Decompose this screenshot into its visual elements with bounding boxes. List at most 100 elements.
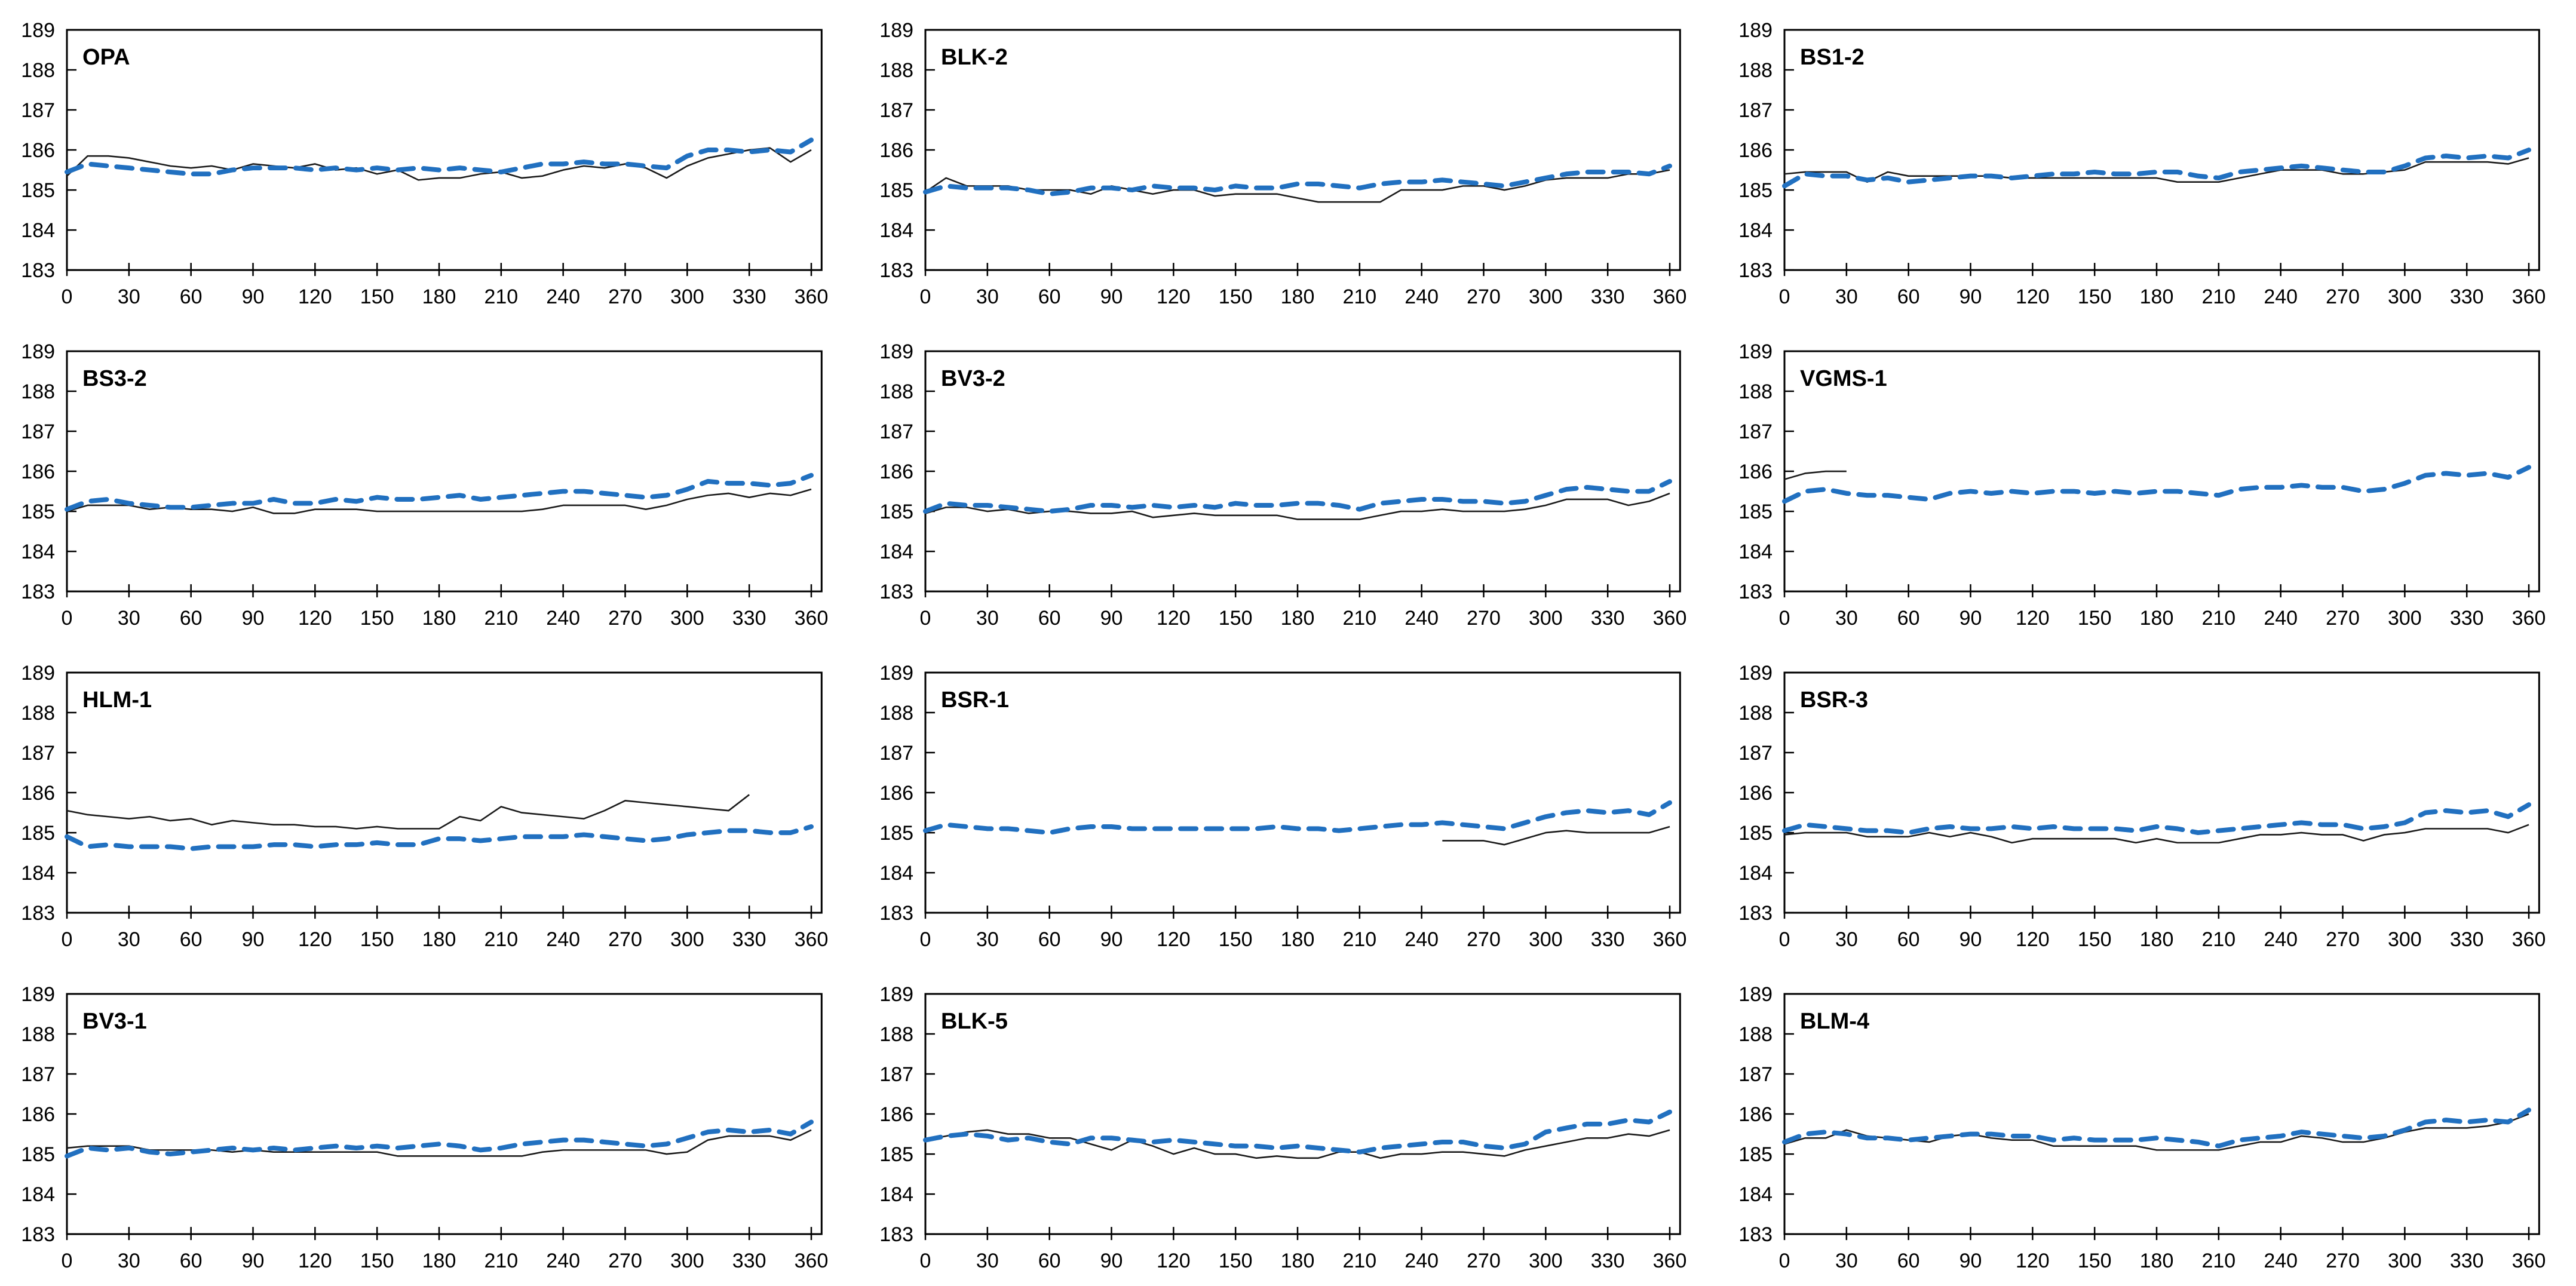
x-tick-label: 240 [2264,286,2298,308]
series-dashed-line [65,824,814,852]
x-tick-label: 360 [2511,1250,2546,1272]
x-tick-label: 120 [298,607,332,630]
x-tick-label: 240 [546,1250,580,1272]
chart-panel-BS3-2: 183 184 185 186 187 188 189 0 30 60 90 120 150 180 210… [0,321,858,643]
y-tick-label: 186 [21,782,55,805]
y-tick-label: 183 [1738,902,1772,925]
x-tick-label: 240 [2264,607,2298,630]
x-tick-label: 270 [1467,928,1501,951]
x-tick-label: 90 [1959,607,1982,630]
x-tick-label: 210 [2201,928,2235,951]
y-tick-label: 185 [880,179,914,202]
x-tick-label: 240 [546,286,580,308]
x-tick-label: 150 [1219,928,1253,951]
y-tick-label: 183 [880,902,914,925]
y-tick-label: 186 [21,461,55,483]
x-tick-label: 330 [2449,286,2483,308]
series-solid-line [1784,1113,2529,1152]
series-dashed-line [1781,802,2531,836]
x-tick-label: 240 [2264,1250,2298,1272]
y-tick-label: 183 [1738,1223,1772,1246]
x-tick-label: 180 [2139,1250,2173,1272]
x-tick-label: 330 [1591,607,1625,630]
x-tick-label: 180 [2139,607,2173,630]
y-tick-label: 186 [1738,1103,1772,1126]
y-tick-label: 184 [21,862,55,885]
x-tick-label: 270 [1467,607,1501,630]
x-tick-label: 210 [1343,286,1377,308]
x-tick-label: 330 [732,607,766,630]
x-tick-label: 120 [1157,607,1191,630]
y-tick-label: 184 [1738,1183,1772,1206]
y-tick-label: 185 [21,179,55,202]
y-tick-label: 185 [1738,1143,1772,1166]
y-tick-label: 188 [21,380,55,403]
x-tick-label: 210 [484,1250,518,1272]
chart-svg: 183 184 185 186 187 188 189 0 30 60 90 120 150 180 210… [880,340,1687,630]
x-tick-label: 330 [1591,928,1625,951]
y-tick-label: 187 [1738,421,1772,443]
x-tick-label: 360 [795,928,829,951]
x-tick-label: 300 [1529,928,1563,951]
chart-svg: 183 184 185 186 187 188 189 0 30 60 90 120 150 180 210… [1738,983,2546,1272]
y-tick-label: 187 [880,742,914,765]
plot-border [924,350,1682,593]
x-tick-label: 270 [608,928,642,951]
y-tick-label: 189 [1738,340,1772,363]
x-tick-label: 90 [242,1250,265,1272]
x-tick-label: 60 [1038,928,1061,951]
x-tick-label: 360 [1653,607,1687,630]
x-tick-label: 90 [242,928,265,951]
plot-border [924,29,1682,271]
x-tick-label: 270 [2326,1250,2360,1272]
x-tick-label: 210 [484,286,518,308]
plot-border [66,350,823,593]
x-tick-label: 90 [1100,286,1123,308]
x-tick-label: 0 [62,607,73,630]
x-tick-label: 360 [795,1250,829,1272]
x-tick-label: 30 [118,1250,140,1272]
x-tick-label: 270 [1467,1250,1501,1272]
y-tick-label: 184 [21,1183,55,1206]
y-tick-label: 185 [880,501,914,523]
x-tick-label: 300 [2388,607,2422,630]
plot-border [1783,29,2540,271]
x-tick-label: 180 [1281,607,1315,630]
y-tick-label: 187 [21,99,55,122]
y-tick-label: 188 [1738,702,1772,725]
series-dashed-line [65,472,814,512]
y-tick-label: 184 [21,541,55,563]
x-tick-label: 210 [2201,286,2235,308]
x-tick-label: 30 [1835,286,1858,308]
x-tick-label: 180 [422,1250,456,1272]
plot-border [1783,350,2540,593]
chart-panel-BLK-2: 183 184 185 186 187 188 189 0 30 60 90 120 150 180 210… [858,0,1717,321]
y-tick-label: 184 [21,219,55,242]
x-tick-label: 30 [976,928,999,951]
series-solid-line [1784,824,2529,844]
x-tick-label: 210 [1343,607,1377,630]
x-tick-label: 120 [1157,1250,1191,1272]
x-tick-label: 0 [920,1250,931,1272]
x-tick-label: 150 [2077,1250,2111,1272]
x-tick-label: 240 [2264,928,2298,951]
y-tick-label: 183 [880,259,914,282]
x-tick-label: 60 [1897,286,1919,308]
y-tick-label: 184 [1738,541,1772,563]
x-tick-label: 270 [1467,286,1501,308]
x-tick-label: 360 [2511,607,2546,630]
x-tick-label: 180 [422,286,456,308]
y-tick-label: 186 [1738,782,1772,805]
x-tick-label: 90 [1959,1250,1982,1272]
y-tick-label: 186 [880,139,914,162]
chart-panel-BV3-1: 183 184 185 186 187 188 189 0 30 60 90 120 150 180 210… [0,964,858,1285]
x-tick-label: 270 [2326,607,2360,630]
series-solid-line [66,1130,812,1158]
x-tick-label: 270 [608,1250,642,1272]
chart-svg: 183 184 185 186 187 188 189 0 30 60 90 120 150 180 210… [1738,340,2546,630]
x-tick-label: 120 [1157,928,1191,951]
x-tick-label: 210 [1343,1250,1377,1272]
y-tick-label: 187 [21,1063,55,1086]
x-tick-label: 120 [2016,1250,2050,1272]
panel-title: BV3-2 [941,366,1005,391]
